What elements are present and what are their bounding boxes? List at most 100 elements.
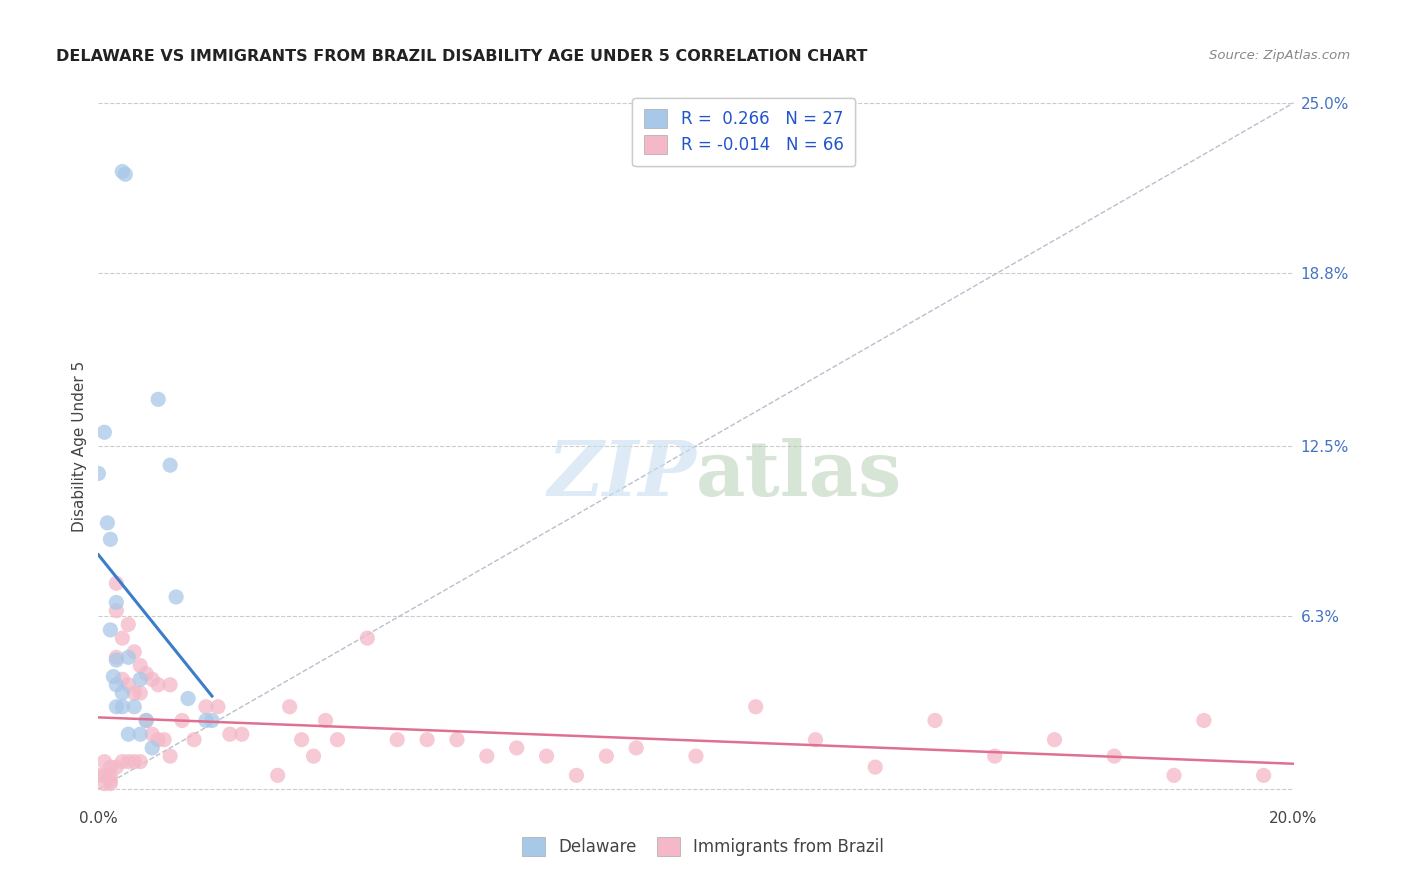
Point <box>159 749 181 764</box>
Point <box>745 699 768 714</box>
Point <box>111 755 134 769</box>
Point <box>117 678 139 692</box>
Text: ZIP: ZIP <box>547 438 696 511</box>
Point <box>105 760 128 774</box>
Text: DELAWARE VS IMMIGRANTS FROM BRAZIL DISABILITY AGE UNDER 5 CORRELATION CHART: DELAWARE VS IMMIGRANTS FROM BRAZIL DISAB… <box>56 49 868 64</box>
Point <box>124 755 146 769</box>
Point <box>93 768 115 782</box>
Point <box>148 678 170 692</box>
Point <box>506 740 529 755</box>
Point <box>685 749 707 764</box>
Point <box>177 691 200 706</box>
Point <box>124 686 146 700</box>
Point <box>278 699 301 714</box>
Point <box>124 699 146 714</box>
Y-axis label: Disability Age Under 5: Disability Age Under 5 <box>72 360 87 532</box>
Point <box>105 604 128 618</box>
Point <box>111 673 134 687</box>
Point <box>135 714 157 728</box>
Point <box>148 392 170 407</box>
Text: atlas: atlas <box>696 438 903 511</box>
Point <box>141 727 163 741</box>
Point <box>100 760 122 774</box>
Point <box>105 595 128 609</box>
Point <box>595 749 617 764</box>
Point <box>114 167 136 181</box>
Point <box>385 732 409 747</box>
Point <box>117 650 139 665</box>
Point <box>117 617 139 632</box>
Point <box>105 576 128 591</box>
Point <box>100 623 122 637</box>
Point <box>804 732 827 747</box>
Point <box>105 699 128 714</box>
Point <box>105 678 128 692</box>
Point <box>124 645 146 659</box>
Point <box>100 768 122 782</box>
Point <box>93 776 115 790</box>
Point <box>356 631 378 645</box>
Point <box>105 650 128 665</box>
Point <box>1253 768 1275 782</box>
Point <box>153 732 176 747</box>
Point <box>219 727 242 741</box>
Point <box>111 686 134 700</box>
Point <box>93 425 115 440</box>
Point <box>148 732 170 747</box>
Legend: R =  0.266   N = 27, R = -0.014   N = 66: R = 0.266 N = 27, R = -0.014 N = 66 <box>633 97 855 166</box>
Point <box>141 740 163 755</box>
Point <box>135 666 157 681</box>
Point <box>315 714 337 728</box>
Point <box>183 732 205 747</box>
Point <box>100 533 122 547</box>
Point <box>100 773 122 788</box>
Point <box>446 732 468 747</box>
Text: Source: ZipAtlas.com: Source: ZipAtlas.com <box>1209 49 1350 62</box>
Point <box>129 658 152 673</box>
Point <box>117 755 139 769</box>
Point <box>111 631 134 645</box>
Point <box>129 727 152 741</box>
Point <box>195 714 218 728</box>
Point <box>565 768 588 782</box>
Point <box>93 755 115 769</box>
Point <box>96 516 118 530</box>
Point <box>141 673 163 687</box>
Point <box>129 673 152 687</box>
Point <box>100 776 122 790</box>
Point <box>475 749 498 764</box>
Legend: Delaware, Immigrants from Brazil: Delaware, Immigrants from Brazil <box>512 827 894 866</box>
Point <box>129 755 152 769</box>
Point <box>865 760 887 774</box>
Point <box>984 749 1007 764</box>
Point <box>111 164 134 178</box>
Point <box>159 458 181 473</box>
Point <box>302 749 325 764</box>
Point <box>1043 732 1066 747</box>
Point <box>207 699 229 714</box>
Point <box>416 732 439 747</box>
Point <box>103 669 125 683</box>
Point <box>626 740 648 755</box>
Point <box>924 714 946 728</box>
Point <box>1192 714 1215 728</box>
Point <box>111 699 134 714</box>
Point <box>536 749 558 764</box>
Point <box>87 768 110 782</box>
Point <box>135 714 157 728</box>
Point <box>105 653 128 667</box>
Point <box>291 732 314 747</box>
Point <box>1104 749 1126 764</box>
Point <box>267 768 290 782</box>
Point <box>326 732 349 747</box>
Point <box>165 590 187 604</box>
Point <box>201 714 224 728</box>
Point <box>159 678 181 692</box>
Point <box>231 727 253 741</box>
Point <box>87 467 110 481</box>
Point <box>129 686 152 700</box>
Point <box>172 714 194 728</box>
Point <box>117 727 139 741</box>
Point <box>1163 768 1185 782</box>
Point <box>195 699 218 714</box>
